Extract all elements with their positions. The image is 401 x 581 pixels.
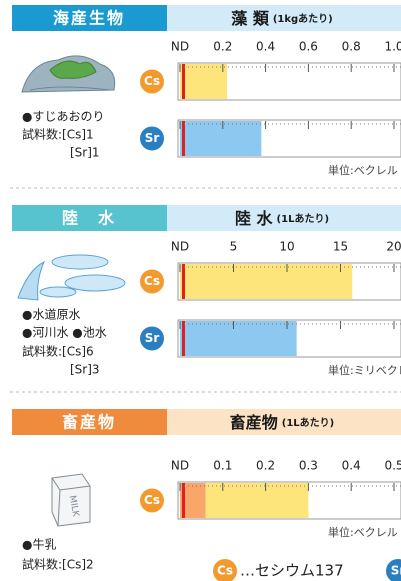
x-tick-label: 10 — [279, 240, 294, 254]
sample-text: 試料数:[Cs]1 — [22, 127, 94, 142]
x-tick-label: 15 — [333, 240, 348, 254]
x-tick-label: 20 — [386, 240, 401, 254]
x-tick-label: ND — [171, 40, 189, 54]
chart-subtitle: (1Lあたり) — [277, 212, 329, 225]
x-tick-label: 0.2 — [256, 459, 275, 473]
nd-marker — [182, 264, 185, 299]
x-tick-label: 1.0 — [384, 40, 401, 54]
bar-segment — [206, 483, 309, 518]
bar-segment — [180, 64, 227, 99]
x-tick-label: ND — [171, 240, 189, 254]
section-header: 畜産物 — [62, 413, 116, 432]
x-tick-label: 0.3 — [299, 459, 318, 473]
chart-title-main: 陸 水 — [235, 209, 274, 228]
x-tick-label: ND — [171, 459, 189, 473]
unit-label: 単位:ベクレル — [328, 525, 398, 539]
chart-subtitle: (1kgあたり) — [273, 12, 333, 25]
x-tick-label: 0.4 — [256, 40, 275, 54]
sample-text: 試料数:[Cs]6 — [22, 344, 94, 359]
nd-marker — [182, 321, 185, 356]
chart-title-main: 藻 類 — [231, 9, 270, 28]
section-header: 海産生物 — [53, 9, 125, 28]
x-tick-label: 0.5 — [384, 459, 401, 473]
legend-text: …セシウム137 — [240, 562, 344, 580]
legend-badge-label: Sr — [391, 564, 401, 578]
unit-label: 単位:ベクレル — [328, 163, 398, 177]
badge-label: Sr — [145, 331, 160, 345]
nd-marker — [182, 64, 185, 99]
bar-segment — [180, 264, 352, 299]
sample-text: [Sr]1 — [70, 146, 100, 160]
x-tick-label: 0.6 — [299, 40, 318, 54]
milk-illustration: MILK — [52, 474, 90, 526]
infographic: MILK 海産生物 ●すじあおのり試料数:[Cs]1 [Sr]1 藻 類(1kgあたり… — [0, 0, 401, 581]
chart-title-main: 畜産物 — [230, 413, 278, 432]
section-header: 陸 水 — [62, 209, 116, 228]
chart-subtitle: (1Lあたり) — [282, 416, 334, 429]
water-illustration — [18, 255, 125, 300]
sample-text: ●すじあおのり — [22, 110, 104, 124]
bar-segment — [180, 321, 297, 356]
x-tick-label: 0.2 — [213, 40, 232, 54]
sample-text: ●河川水 ●池水 — [22, 326, 107, 340]
nd-marker — [182, 121, 185, 156]
badge-label: Cs — [144, 493, 160, 507]
sample-text: ●牛乳 — [22, 537, 56, 552]
seaweed-illustration — [22, 56, 115, 92]
x-tick-label: 0.8 — [342, 40, 361, 54]
x-tick-label: 0.4 — [342, 459, 361, 473]
x-tick-label: 0.1 — [213, 459, 232, 473]
title-band — [160, 409, 401, 435]
x-tick-label: 5 — [230, 240, 238, 254]
bar-segment — [180, 121, 261, 156]
badge-label: Cs — [144, 74, 160, 88]
badge-label: Cs — [144, 274, 160, 288]
sample-text: ●水道原水 — [22, 308, 80, 322]
nd-marker — [182, 483, 185, 518]
badge-label: Sr — [145, 131, 160, 145]
sample-text: 試料数:[Cs]2 — [22, 557, 94, 572]
unit-label: 単位:ミリベクレル — [328, 363, 401, 377]
sample-text: [Sr]3 — [70, 363, 100, 377]
legend-badge-label: Cs — [217, 564, 233, 578]
